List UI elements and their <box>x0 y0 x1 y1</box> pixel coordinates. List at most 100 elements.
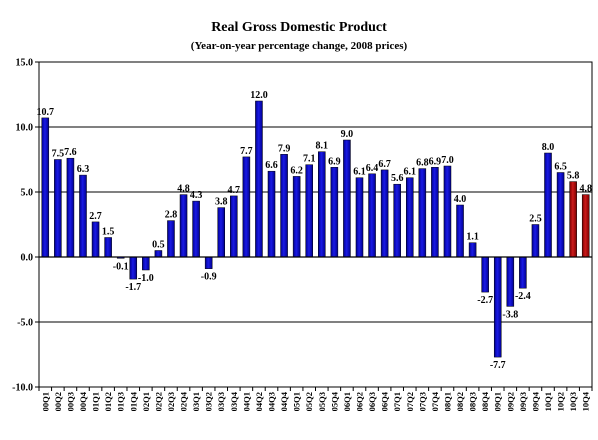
data-label-04q3: 6.6 <box>265 160 278 171</box>
data-label-07q2: 6.1 <box>404 167 417 178</box>
bar-06q1 <box>343 139 351 258</box>
data-label-01q3: -0.1 <box>113 261 129 272</box>
data-label-10q2: 6.5 <box>554 162 567 173</box>
plot-border <box>38 61 593 388</box>
x-category-label: 03Q1 <box>191 392 201 411</box>
x-category-label: 06Q1 <box>342 392 352 411</box>
data-label-08q1: 7.0 <box>441 155 454 166</box>
data-label-07q4: 6.9 <box>429 156 442 167</box>
bar-03q2 <box>204 256 213 269</box>
bar-06q2 <box>355 177 364 258</box>
x-category-label: 09Q3 <box>518 392 528 411</box>
bars <box>41 100 590 358</box>
x-category-label: 06Q3 <box>367 392 377 411</box>
data-label-03q2: -0.9 <box>201 272 217 283</box>
x-category-label: 01Q4 <box>128 391 138 411</box>
x-category-label: 10Q3 <box>568 392 578 411</box>
data-label-02q3: 2.8 <box>165 210 178 221</box>
bar-04q1 <box>242 156 251 258</box>
x-category-label: 04Q4 <box>279 391 289 411</box>
bar-07q4 <box>431 167 439 258</box>
bar-10q1 <box>544 152 552 258</box>
data-label-04q2: 12.0 <box>250 90 268 101</box>
bar-08q2 <box>456 204 464 258</box>
x-category-label: 00Q1 <box>40 392 50 411</box>
data-labels: 10.7 7.5 7.66.3 2.71.5 -0.1 -1.7-1.0 0.5 2.8 4.8… <box>37 90 592 371</box>
data-label-04q1: 7.7 <box>240 146 253 157</box>
bar-03q4 <box>230 195 238 258</box>
bar-09q2 <box>506 256 515 307</box>
data-label-05q1: 6.2 <box>290 165 303 176</box>
data-label-09q4: 2.5 <box>529 214 542 225</box>
bar-00q3 <box>66 157 75 258</box>
y-axis-tick-labels: 15.0 10.0 5.0 0.0 -5.0 -10.0 <box>12 58 33 394</box>
data-label-08q4: -2.7 <box>477 295 493 306</box>
bar-01q1 <box>91 221 100 258</box>
x-category-label: 02Q3 <box>166 392 176 411</box>
y-tick-label: -5.0 <box>17 318 33 329</box>
bar-05q4 <box>330 167 339 258</box>
x-category-label: 08Q2 <box>455 392 465 411</box>
y-tick-label: 15.0 <box>16 58 34 69</box>
chart-subtitle: (Year-on-year percentage change, 2008 pr… <box>190 40 408 52</box>
bar-10q2 <box>556 172 565 258</box>
data-label-06q2: 6.1 <box>353 167 366 178</box>
x-category-label: 00Q3 <box>65 392 75 411</box>
bar-04q2 <box>255 100 263 258</box>
bar-08q3 <box>468 242 477 258</box>
x-category-label: 06Q4 <box>380 391 390 411</box>
x-category-label: 00Q4 <box>78 391 88 411</box>
data-label-02q4: 4.8 <box>177 184 190 195</box>
x-category-label: 04Q3 <box>267 392 277 411</box>
bar-10q3 <box>569 181 577 258</box>
x-category-label: 04Q2 <box>254 392 264 411</box>
data-label-01q4: -1.7 <box>125 282 141 293</box>
bar-08q4 <box>481 256 489 293</box>
data-label-06q4: 6.7 <box>378 159 391 170</box>
bar-04q3 <box>267 170 276 258</box>
data-label-00q2: 7.5 <box>52 149 65 160</box>
x-category-label: 06Q2 <box>354 392 364 411</box>
x-category-label: 05Q1 <box>292 392 302 411</box>
bar-06q4 <box>380 169 389 258</box>
data-label-05q2: 7.1 <box>303 154 316 165</box>
data-label-10q1: 8.0 <box>542 142 555 153</box>
data-label-05q4: 6.9 <box>328 156 341 167</box>
data-label-02q2: 0.5 <box>152 240 165 251</box>
x-category-label: 05Q2 <box>304 392 314 411</box>
x-category-label: 05Q4 <box>329 391 339 411</box>
bar-01q4 <box>129 256 138 280</box>
bar-02q2 <box>154 250 163 258</box>
data-label-00q3: 7.6 <box>64 147 77 158</box>
x-category-label: 09Q4 <box>530 391 540 411</box>
x-category-label: 08Q4 <box>480 391 490 411</box>
bar-10q4 <box>581 194 590 258</box>
bar-07q1 <box>393 183 401 258</box>
x-category-label: 09Q1 <box>493 392 503 411</box>
bar-00q1 <box>41 117 50 258</box>
data-label-08q2: 4.0 <box>454 194 467 205</box>
bar-02q3 <box>167 220 175 258</box>
bar-02q4 <box>179 194 188 258</box>
data-label-00q4: 6.3 <box>77 164 90 175</box>
data-label-07q3: 6.8 <box>416 158 429 169</box>
y-tick-label: 10.0 <box>16 123 34 134</box>
bar-05q3 <box>318 151 326 258</box>
data-label-10q3: 5.8 <box>567 171 580 182</box>
axes <box>35 61 593 391</box>
bar-09q4 <box>531 224 540 258</box>
bar-06q3 <box>368 173 376 258</box>
bar-00q2 <box>54 159 62 258</box>
data-label-01q2: 1.5 <box>102 227 115 238</box>
bar-09q3 <box>519 256 527 289</box>
data-label-04q4: 7.9 <box>278 143 291 154</box>
data-label-09q1: -7.7 <box>490 360 506 371</box>
x-category-label: 09Q2 <box>505 392 515 411</box>
x-category-label: 10Q2 <box>556 392 566 411</box>
data-label-10q4: 4.8 <box>579 184 592 195</box>
x-category-label: 03Q4 <box>229 391 239 411</box>
bar-05q1 <box>292 176 301 258</box>
data-label-05q3: 8.1 <box>316 141 329 152</box>
bar-07q3 <box>418 168 427 258</box>
x-category-label: 07Q4 <box>430 391 440 411</box>
